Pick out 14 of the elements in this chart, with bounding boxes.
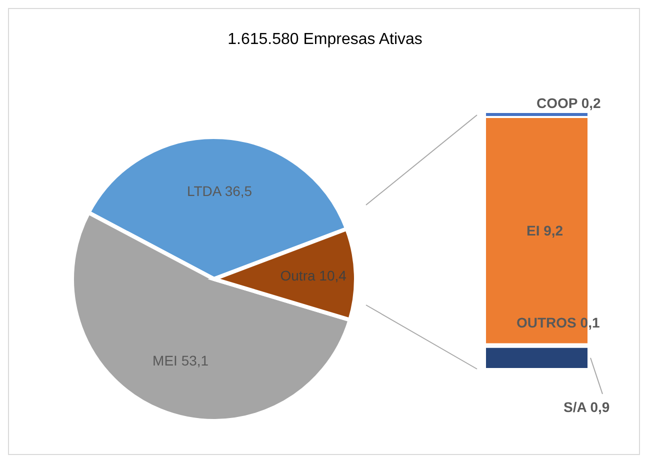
data-label: 10,4 — [319, 268, 347, 284]
data-label: 0,9 — [590, 399, 610, 415]
data-label: 0,2 — [581, 95, 602, 111]
slice-label: MEI — [152, 352, 182, 368]
data-label: 9,2 — [544, 222, 564, 239]
series-label: OUTROS — [516, 314, 580, 330]
text: S/A — [564, 399, 590, 415]
series-label: EI — [526, 222, 544, 239]
series-label: COOP — [536, 95, 582, 111]
data-label: 53,1 — [181, 352, 209, 368]
data-label: 36,5 — [224, 183, 252, 200]
slice-label: LTDA — [186, 183, 225, 200]
slice-label: Outra — [280, 268, 320, 284]
chart-title: 1.615.580 Empresas Ativas — [226, 31, 424, 49]
